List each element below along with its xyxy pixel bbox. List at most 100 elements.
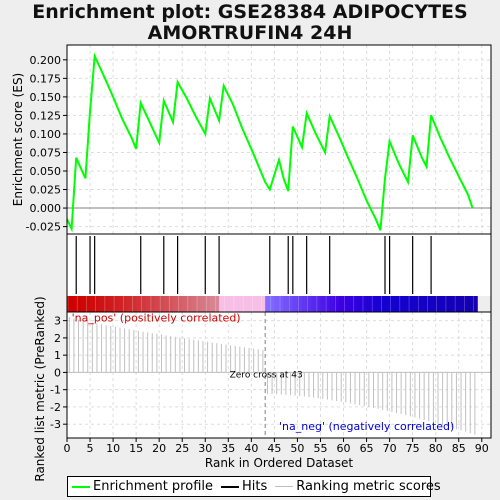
rank-color-cell [122, 296, 128, 312]
rank-xtick-label: 45 [267, 442, 281, 455]
rank-color-cell [214, 296, 220, 312]
rank-color-cell [113, 296, 119, 312]
rank-color-cell [260, 296, 266, 312]
rank-color-cell [163, 296, 169, 312]
rank-color-cell [117, 296, 123, 312]
enrichment-profile-line [66, 52, 474, 233]
es-ytick-label: 0.175 [30, 72, 62, 85]
rank-xtick-label: 90 [475, 442, 489, 455]
es-plot-area [67, 45, 491, 234]
rank-xtick-label: 5 [87, 442, 94, 455]
rank-color-cell [417, 296, 423, 312]
rank-ytick-label: 0 [54, 366, 61, 379]
rank-color-cell [136, 296, 142, 312]
rank-color-cell [177, 296, 183, 312]
rank-color-cell [246, 296, 252, 312]
es-ytick-label: 0.025 [30, 184, 62, 197]
rank-color-cell [71, 296, 77, 312]
legend-item-ranking: Ranking metric scores [275, 479, 441, 494]
rank-color-cell [90, 296, 96, 312]
rank-color-cell [154, 296, 160, 312]
chart-title: Enrichment plot: GSE28384 ADIPOCYTES AMO… [0, 2, 500, 44]
rank-color-cell [237, 296, 243, 312]
rank-color-cell [320, 296, 326, 312]
rank-color-cell [269, 296, 275, 312]
rank-color-cell [191, 296, 197, 312]
rank-color-cell [394, 296, 400, 312]
rank-ytick-label: -2 [50, 401, 61, 414]
es-ytick-label: 0.075 [30, 146, 62, 159]
legend-label-hits: Hits [242, 479, 268, 494]
negative-correlated-label: 'na_neg' (negatively correlated) [279, 420, 454, 433]
rank-xtick-label: 60 [337, 442, 351, 455]
rank-color-cell [145, 296, 151, 312]
rank-color-cell [398, 296, 405, 312]
rank-color-cell [444, 296, 451, 312]
rank-color-cell [149, 296, 156, 312]
rank-color-cell [366, 296, 372, 312]
rank-xtick-label: 55 [313, 442, 327, 455]
rank-color-cell [412, 296, 418, 312]
es-ytick-label: 0.150 [30, 91, 62, 104]
rank-color-cell [103, 296, 110, 312]
rank-plot-border [66, 311, 492, 439]
rank-ytick-label: -3 [50, 418, 61, 431]
rank-color-cell [223, 296, 229, 312]
rank-color-cell [219, 296, 225, 312]
rank-color-cell [334, 296, 340, 312]
rank-color-cell [431, 296, 437, 312]
rank-xtick-label: 75 [406, 442, 420, 455]
rank-color-cell [380, 296, 386, 312]
rank-color-cell [232, 296, 239, 312]
rank-xtick-label: 0 [64, 442, 71, 455]
rank-xlabel: Rank in Ordered Dataset [205, 456, 353, 470]
rank-color-cell [292, 296, 299, 312]
rank-color-cell [311, 296, 317, 312]
legend-swatch-hits [221, 485, 239, 488]
rank-xtick-label: 25 [175, 442, 189, 455]
rank-color-cell [389, 296, 395, 312]
rank-color-cell [371, 296, 377, 312]
es-ylabel: Enrichment score (ES) [11, 73, 25, 206]
rank-color-cell [435, 296, 441, 312]
rank-color-cell [283, 296, 289, 312]
rank-color-cell [421, 296, 428, 312]
rank-xtick-label: 70 [383, 442, 397, 455]
rank-color-cell [343, 296, 349, 312]
rank-xtick-label: 50 [290, 442, 304, 455]
rank-color-cell [440, 296, 446, 312]
rank-color-cell [357, 296, 363, 312]
rank-ytick-label: 1 [54, 349, 61, 362]
rank-color-cell [458, 296, 464, 312]
rank-color-cell [472, 296, 478, 312]
rank-color-cell [140, 296, 146, 312]
rank-color-cell [159, 296, 165, 312]
rank-color-cell [338, 296, 345, 312]
hits-plot-area [67, 234, 491, 296]
legend-item-enrichment: Enrichment profile [72, 479, 213, 494]
rank-ytick-label: -1 [50, 384, 61, 397]
rank-color-cell [375, 296, 381, 312]
rank-color-cell [76, 296, 82, 312]
legend-label-enrichment: Enrichment profile [93, 479, 213, 494]
rank-ytick-label: 2 [54, 332, 61, 345]
rank-color-cell [467, 296, 474, 312]
rank-color-cell [315, 296, 322, 312]
rank-color-cell [251, 296, 257, 312]
rank-color-cell [173, 296, 179, 312]
rank-xtick-label: 15 [129, 442, 143, 455]
rank-color-cell [131, 296, 137, 312]
legend: Enrichment profile Hits Ranking metric s… [67, 476, 441, 497]
rank-color-cell [108, 296, 114, 312]
es-ytick-label: 0.000 [30, 202, 62, 215]
rank-color-cell [209, 296, 216, 312]
rank-xtick-label: 65 [360, 442, 374, 455]
rank-color-cell [182, 296, 188, 312]
rank-color-cell [361, 296, 368, 312]
chart-title-line2: AMORTRUFIN4 24H [147, 22, 353, 44]
rank-color-cell [454, 296, 460, 312]
rank-color-cell [255, 296, 262, 312]
es-ytick-label: 0.125 [30, 109, 62, 122]
rank-color-cell [67, 296, 73, 312]
